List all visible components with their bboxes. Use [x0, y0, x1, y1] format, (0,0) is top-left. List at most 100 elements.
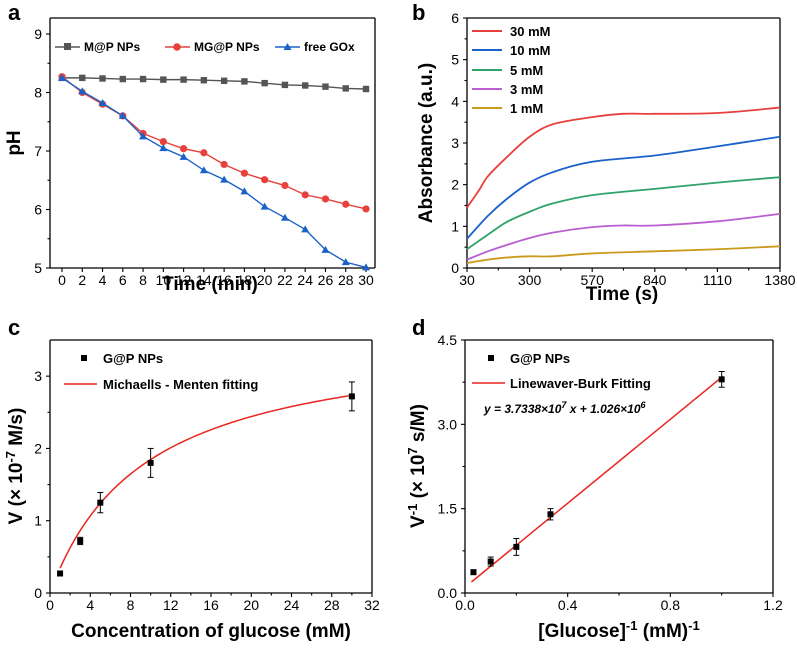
c-x-tick-label: 20: [243, 597, 259, 613]
c-y-tick-label: 1: [34, 513, 42, 529]
c-point: [77, 537, 84, 544]
b-y-label: Absorbance (a.u.): [416, 63, 437, 223]
a-x-tick-label: 10: [156, 272, 172, 288]
a-x-tick-label: 0: [58, 272, 66, 288]
a-point-1: [159, 138, 167, 146]
a-point-2: [98, 99, 107, 107]
b-y-ticks: 0 1 2 3 4 5 6: [451, 10, 467, 276]
b-x-tick-label: 300: [518, 272, 542, 288]
d-x-tick-label: 0.4: [558, 597, 578, 613]
a-point-0: [322, 83, 329, 90]
a-point-1: [180, 145, 188, 153]
d-eq-exp1: 7: [561, 400, 567, 410]
b-x-tick-label: 840: [643, 272, 667, 288]
d-x-label-part-1: -1: [626, 618, 638, 633]
panel-b: b 30 300 570 840 1110 1380 0 1 2 3 4 5 6 Time (s) A…: [412, 0, 796, 305]
a-point-0: [220, 77, 228, 84]
c-legend-marker: [81, 355, 87, 361]
a-x-tick-label: 6: [119, 272, 127, 288]
d-legend: G@P NPs Linewaver-Burk Fitting y = 3.733…: [472, 351, 651, 416]
a-point-1: [200, 149, 208, 157]
b-x-ticks: 30 300 570 840 1110 1380: [459, 268, 796, 288]
a-legend-marker-1: [173, 43, 181, 51]
a-point-2: [362, 263, 370, 271]
a-point-2: [159, 144, 168, 152]
d-eq-mid: x + 1.026×10: [566, 402, 640, 416]
panel-label-a: a: [8, 0, 21, 25]
d-plot: [470, 370, 725, 583]
c-x-tick-label: 24: [284, 597, 300, 613]
a-x-tick-label: 2: [78, 272, 86, 288]
a-point-1: [342, 200, 350, 208]
d-y-label-part-1: -1: [405, 504, 420, 516]
b-y-tick-label: 4: [451, 93, 459, 109]
a-point-2: [118, 111, 127, 119]
a-point-0: [200, 77, 208, 84]
a-point-0: [160, 76, 167, 83]
c-x-ticks: 0 4 8 12 16 20 24 28 32: [46, 593, 380, 613]
d-y-ticks: 0.0 1.5 3.0 4.5: [438, 332, 465, 601]
d-y-label: V-1 (× 107 s/M): [405, 404, 429, 528]
a-y-tick-label: 7: [34, 143, 42, 159]
c-x-tick-label: 8: [127, 597, 135, 613]
a-point-0: [261, 79, 268, 87]
d-x-label: [Glucose]-1 (mM)-1: [538, 618, 699, 642]
a-legend-label-0: M@P NPs: [84, 40, 140, 54]
b-y-tick-label: 0: [451, 260, 459, 276]
a-point-2: [78, 87, 87, 95]
a-x-label: Time (min): [162, 274, 258, 295]
b-legend-label-0: 30 mM: [510, 24, 550, 39]
c-x-tick-label: 12: [163, 597, 179, 613]
a-point-2: [220, 175, 229, 183]
a-point-2: [179, 152, 188, 160]
d-y-label-part-4: s/M): [408, 404, 429, 447]
b-x-tick-label: 1380: [764, 272, 795, 288]
d-x-label-part-0: [Glucose]: [538, 621, 626, 642]
a-legend: M@P NPs MG@P NPs free GOx: [55, 40, 355, 54]
a-x-tick-label: 22: [277, 272, 293, 288]
a-series-line-2: [61, 77, 367, 269]
a-point-2: [301, 225, 310, 233]
a-point-0: [119, 75, 126, 83]
d-point: [487, 558, 494, 565]
a-x-tick-label: 16: [216, 272, 232, 288]
d-y-label-part-2: (× 10: [408, 455, 429, 504]
c-legend-fit: Michaells - Menten fitting: [103, 377, 258, 392]
c-y-label-part-1: -7: [3, 451, 18, 463]
a-point-0: [302, 82, 309, 89]
a-point-1: [261, 176, 269, 184]
b-series-line-3: [466, 212, 781, 261]
panel-label-d: d: [412, 315, 425, 340]
a-y-ticks: 5 6 7 8 9: [34, 26, 50, 276]
b-y-tick-label: 5: [451, 52, 459, 68]
c-legend-points: G@P NPs: [103, 351, 163, 366]
a-x-tick-label: 24: [297, 272, 313, 288]
d-y-label-part-3: 7: [405, 447, 420, 454]
b-y-tick-label: 1: [451, 218, 459, 234]
c-x-tick-label: 16: [203, 597, 219, 613]
d-legend-marker: [488, 355, 494, 361]
d-y-tick-label: 1.5: [438, 501, 458, 517]
a-point-1: [362, 205, 370, 213]
panel-d: d 0.0 0.4 0.8 1.2 0.0 1.5 3.0 4.5 [Glucose]-1 …: [405, 315, 783, 642]
b-legend-label-1: 10 mM: [510, 43, 550, 58]
b-series-line-4: [466, 245, 781, 264]
b-x-tick-label: 30: [459, 272, 475, 288]
b-x-tick-label: 570: [581, 272, 605, 288]
d-x-label-part-3: -1: [688, 618, 700, 633]
c-point: [57, 570, 64, 577]
b-y-tick-label: 6: [451, 10, 459, 26]
c-x-tick-label: 0: [46, 597, 54, 613]
c-y-tick-label: 0: [34, 585, 42, 601]
a-point-1: [220, 160, 228, 169]
a-point-2: [139, 132, 148, 140]
a-point-0: [362, 85, 370, 93]
a-point-2: [260, 202, 269, 210]
a-point-1: [281, 181, 289, 190]
a-y-tick-label: 5: [34, 260, 42, 276]
b-series-line-0: [466, 106, 781, 209]
a-point-0: [180, 76, 187, 83]
a-point-1: [240, 169, 248, 177]
